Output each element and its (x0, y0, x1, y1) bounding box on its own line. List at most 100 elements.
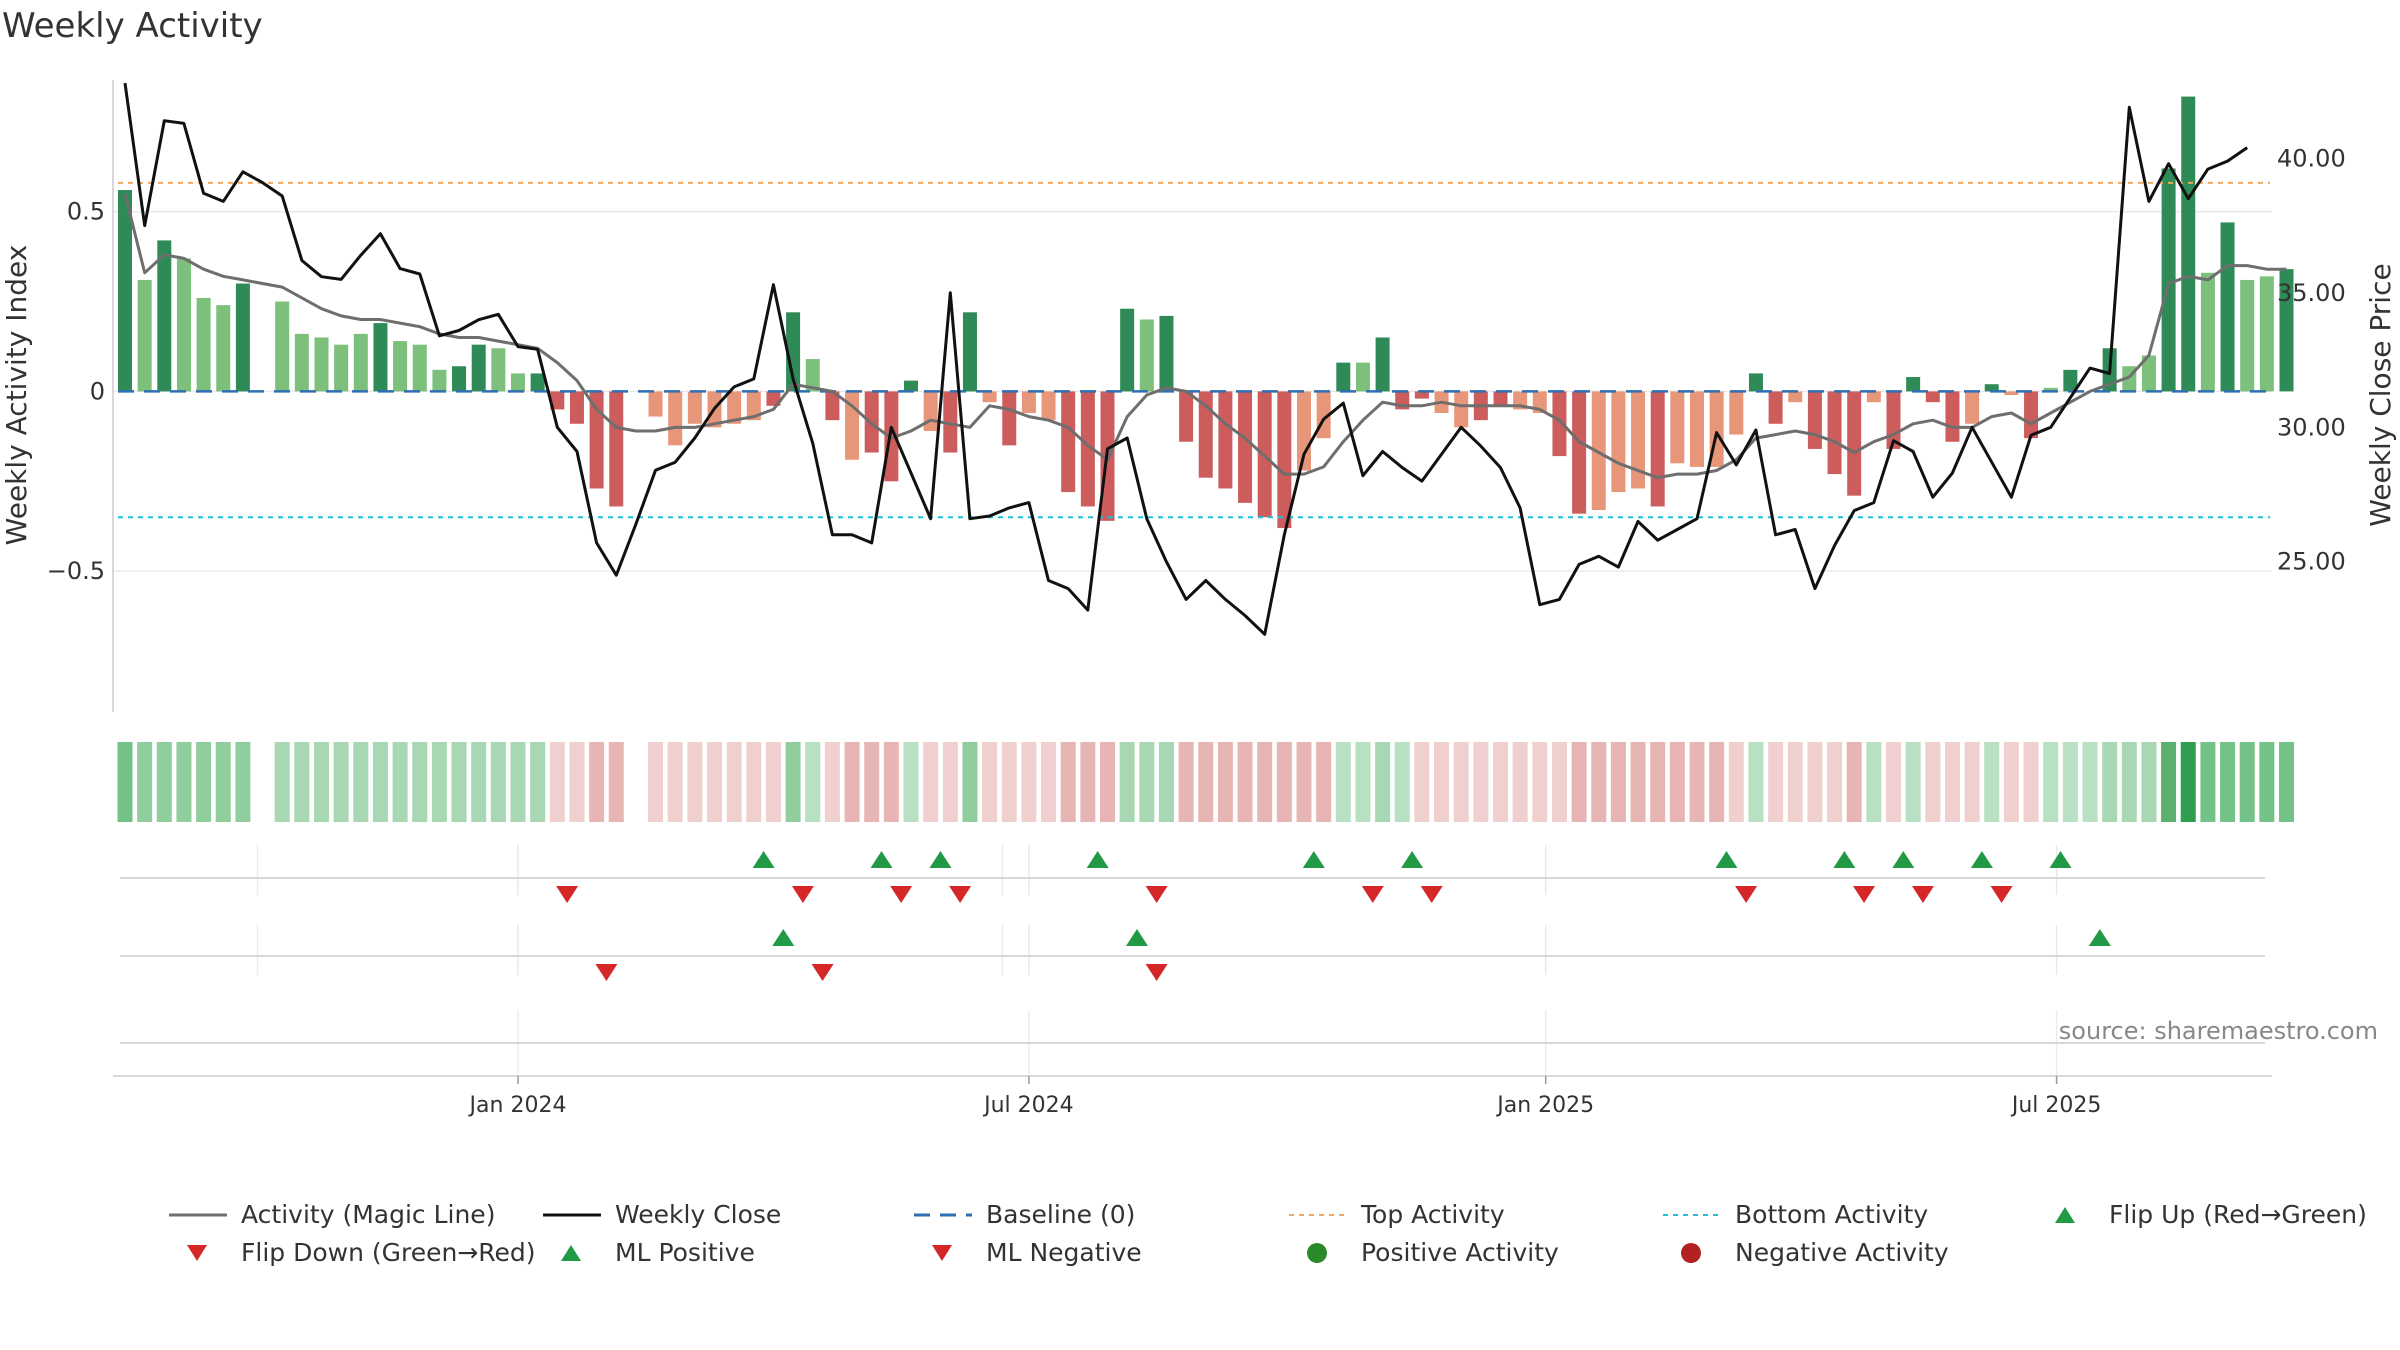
magic-line-series (123, 193, 2287, 480)
heat-cell (1709, 742, 1725, 822)
activity-bar (1218, 391, 1233, 489)
legend-item: Positive Activity (1287, 1238, 1559, 1267)
heat-cell (2102, 742, 2118, 822)
flip-down-marker (1853, 886, 1876, 903)
ml-negative-marker (1145, 964, 1168, 981)
source-label: source: sharemaestro.com (2059, 1017, 2378, 1045)
activity-bar (1080, 391, 1095, 507)
heat-cell (1571, 742, 1587, 822)
left-tick-label: 0.5 (67, 198, 105, 226)
flip-up-marker (1086, 851, 1109, 868)
activity-bar (805, 359, 820, 392)
activity-bar (1690, 391, 1704, 467)
heat-cell (707, 742, 722, 822)
activity-bar (1238, 391, 1253, 503)
activity-bar (2240, 279, 2255, 392)
legend-swatch (932, 1244, 952, 1261)
heat-cell (1905, 742, 1921, 822)
heat-cell (1139, 742, 1155, 822)
axes: 0.5 0 −0.5 40.00 35.00 30.00 25.00 Jan 2024 Jul … (0, 80, 2397, 1118)
heat-cell (1394, 742, 1410, 822)
activity-bar (137, 279, 152, 392)
heat-cell (962, 742, 978, 822)
chart-title: Weekly Activity (2, 6, 263, 46)
activity-bar (1631, 391, 1646, 489)
heat-cell (1866, 742, 1882, 822)
weekly-close-series (123, 82, 2249, 636)
activity-bar (373, 323, 388, 392)
activity-bar (2200, 272, 2215, 392)
left-tick-label: −0.5 (47, 557, 105, 585)
legend-swatch (561, 1244, 581, 1261)
activity-bar (275, 301, 290, 392)
heat-cell (372, 742, 388, 822)
flip-up-marker (752, 851, 775, 868)
line-series (123, 82, 2287, 636)
activity-bar (2259, 276, 2274, 392)
heat-cell (451, 742, 467, 822)
heat-cell (2141, 742, 2157, 822)
activity-bar (1611, 391, 1626, 493)
x-tick-label: Jan 2024 (468, 1093, 567, 1118)
heat-cell (117, 742, 133, 822)
legend-label: Flip Down (Green→Red) (241, 1238, 536, 1267)
activity-bar (511, 373, 525, 392)
activity-bar (1061, 391, 1076, 493)
heat-cell (1453, 742, 1469, 822)
legend-swatch (1663, 1213, 1721, 1216)
flip-up-marker (1970, 851, 1993, 868)
activity-bar (1788, 391, 1803, 403)
legend-item: Top Activity (1287, 1200, 1505, 1229)
activity-bar (1493, 391, 1508, 406)
heat-cell (1768, 742, 1784, 822)
legend-swatch (1681, 1242, 1701, 1263)
legend-label: Activity (Magic Line) (241, 1200, 496, 1229)
flip-up-marker (1892, 851, 1915, 868)
activity-bar (176, 258, 191, 392)
heat-cell (1217, 742, 1233, 822)
flip-up-marker (1302, 851, 1325, 868)
activity-bar (923, 391, 938, 431)
activity-bar (962, 312, 977, 392)
activity-bar (1198, 391, 1213, 478)
heat-cell (608, 742, 624, 822)
heat-cell (844, 742, 860, 822)
heat-cell (1375, 742, 1391, 822)
heat-cell (2062, 742, 2078, 822)
activity-bar (2220, 222, 2235, 392)
activity-bar (530, 373, 545, 392)
right-axis-label: Weekly Close Price (2364, 263, 2397, 526)
heat-cell (549, 742, 565, 822)
legend-label: Positive Activity (1361, 1238, 1559, 1267)
heat-cell (235, 742, 251, 822)
heat-cell (746, 742, 762, 822)
right-tick-label: 40.00 (2277, 144, 2346, 172)
activity-bar (1120, 308, 1135, 392)
heat-cell (1964, 742, 1980, 822)
legend-swatch (1289, 1213, 1347, 1216)
heat-cell (196, 742, 212, 822)
heat-cell (471, 742, 487, 822)
legend-item: ML Positive (541, 1238, 755, 1267)
ml-positive-marker (2088, 929, 2111, 946)
heat-cell (294, 742, 310, 822)
heat-cell (765, 742, 781, 822)
heat-cell (333, 742, 349, 822)
heat-cell (353, 742, 369, 822)
legend-swatch (2055, 1206, 2075, 1223)
legend-item: Flip Down (Green→Red) (167, 1238, 536, 1267)
legend-swatch (543, 1213, 601, 1216)
legend-label: ML Negative (986, 1238, 1142, 1267)
activity-bar (1139, 319, 1154, 392)
heat-cell (1473, 742, 1489, 822)
heat-cell (530, 742, 546, 822)
heat-cell (1276, 742, 1292, 822)
activity-bar (1807, 391, 1822, 449)
activity-bar (1336, 362, 1351, 392)
heat-cell (864, 742, 880, 822)
activity-bar (1670, 391, 1685, 464)
flip-down-marker (1420, 886, 1443, 903)
left-tick-label: 0 (90, 377, 105, 405)
heat-cell (137, 742, 153, 822)
